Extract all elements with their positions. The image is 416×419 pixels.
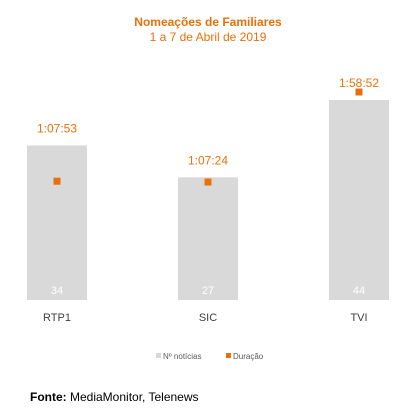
x-tick-label: RTP1 [43, 312, 71, 324]
bar-sic [178, 177, 238, 300]
duration-label: 1:07:53 [37, 121, 77, 135]
bar-tvi [329, 100, 389, 300]
chart-title: Nomeações de Familiares [134, 15, 282, 29]
duration-marker [53, 177, 61, 185]
duration-marker [355, 88, 363, 96]
legend-swatch-duration [226, 353, 231, 358]
duration-label: 1:58:52 [339, 76, 379, 90]
duration-label: 1:07:24 [188, 153, 228, 167]
chart-subtitle: 1 a 7 de Abril de 2019 [150, 30, 267, 44]
legend-swatch-bars [156, 353, 161, 358]
source-text: MediaMonitor, Telenews [70, 390, 199, 404]
plot-area: 34 1:07:53 RTP1 27 1:07:24 SIC 44 1:58:52 TVI [27, 76, 389, 324]
bar-value-label: 44 [353, 285, 365, 297]
x-tick-label: SIC [199, 312, 217, 324]
legend-label-duration: Duração [233, 352, 264, 361]
x-tick-label: TVI [350, 312, 367, 324]
legend: Nº notícias Duração [156, 352, 264, 361]
duration-marker [204, 178, 212, 186]
legend-label-bars: Nº notícias [163, 352, 202, 361]
bar-value-label: 34 [51, 285, 63, 297]
bar-rtp1 [27, 145, 87, 300]
source-label: Fonte: [30, 390, 67, 404]
bar-value-label: 27 [202, 285, 214, 297]
source-note: Fonte: MediaMonitor, Telenews [30, 390, 199, 404]
